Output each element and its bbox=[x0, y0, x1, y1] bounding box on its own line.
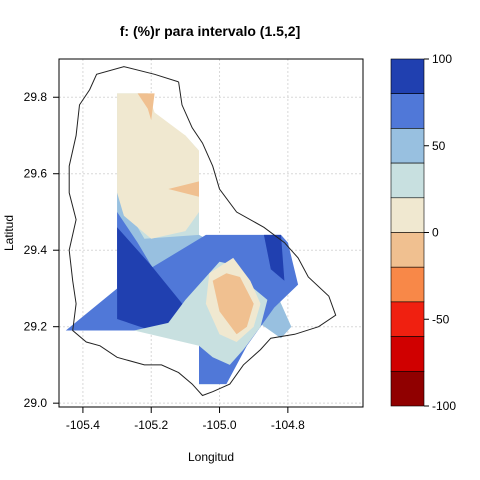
colorbar-tick-label: 0 bbox=[432, 226, 439, 240]
colorbar-tick-label: 100 bbox=[432, 52, 452, 66]
colorbar-tick-label: -50 bbox=[432, 312, 450, 326]
colorbar-swatch bbox=[390, 93, 425, 129]
x-tick-label: -105.4 bbox=[66, 418, 100, 432]
colorbar-swatch bbox=[390, 370, 425, 407]
colorbar-swatch bbox=[390, 197, 425, 233]
y-tick-label: 29.8 bbox=[24, 90, 48, 104]
colorbar-swatch bbox=[390, 301, 425, 337]
plot-frame bbox=[58, 58, 364, 408]
colorbar: 100 50 0 -50 -100 bbox=[390, 52, 456, 413]
boundary-line bbox=[68, 66, 337, 397]
contour-region bbox=[117, 227, 199, 331]
y-tick-label: 29.6 bbox=[24, 167, 48, 181]
colorbar-swatch bbox=[390, 232, 425, 268]
x-tick-label: -104.8 bbox=[271, 418, 305, 432]
contour-region bbox=[117, 93, 199, 239]
contour-region bbox=[137, 93, 155, 121]
x-tick-label: -105.0 bbox=[203, 418, 237, 432]
colorbar-swatch bbox=[390, 266, 425, 303]
x-axis-label: Longitud bbox=[188, 450, 234, 464]
axes: -105.4 -105.2 -105.0 -104.8 29.0 29.2 29.4 29.6… bbox=[24, 90, 306, 432]
y-axis-label: Latitud bbox=[2, 215, 16, 251]
colorbar-tick-label: -100 bbox=[432, 399, 456, 413]
y-tick-label: 29.0 bbox=[24, 396, 48, 410]
colorbar-swatch bbox=[390, 162, 425, 199]
x-tick-label: -105.2 bbox=[134, 418, 168, 432]
contour-region bbox=[263, 234, 285, 281]
plot-area bbox=[58, 58, 364, 408]
chart-title: f: (%)r para intervalo (1.5,2] bbox=[120, 23, 301, 39]
contour-regions bbox=[65, 93, 299, 385]
state-boundary bbox=[68, 66, 337, 397]
colorbar-swatch bbox=[390, 58, 425, 95]
contour-region bbox=[168, 181, 199, 197]
colorbar-tick-label: 50 bbox=[432, 139, 446, 153]
contour-region bbox=[212, 273, 254, 335]
colorbar-swatch bbox=[390, 336, 425, 372]
y-tick-label: 29.4 bbox=[24, 243, 48, 257]
y-tick-label: 29.2 bbox=[24, 320, 48, 334]
colorbar-swatch bbox=[390, 128, 425, 164]
